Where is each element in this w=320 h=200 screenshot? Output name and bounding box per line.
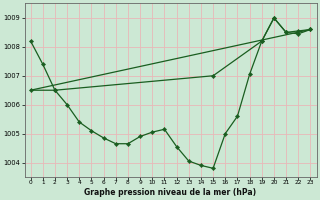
X-axis label: Graphe pression niveau de la mer (hPa): Graphe pression niveau de la mer (hPa) [84, 188, 257, 197]
